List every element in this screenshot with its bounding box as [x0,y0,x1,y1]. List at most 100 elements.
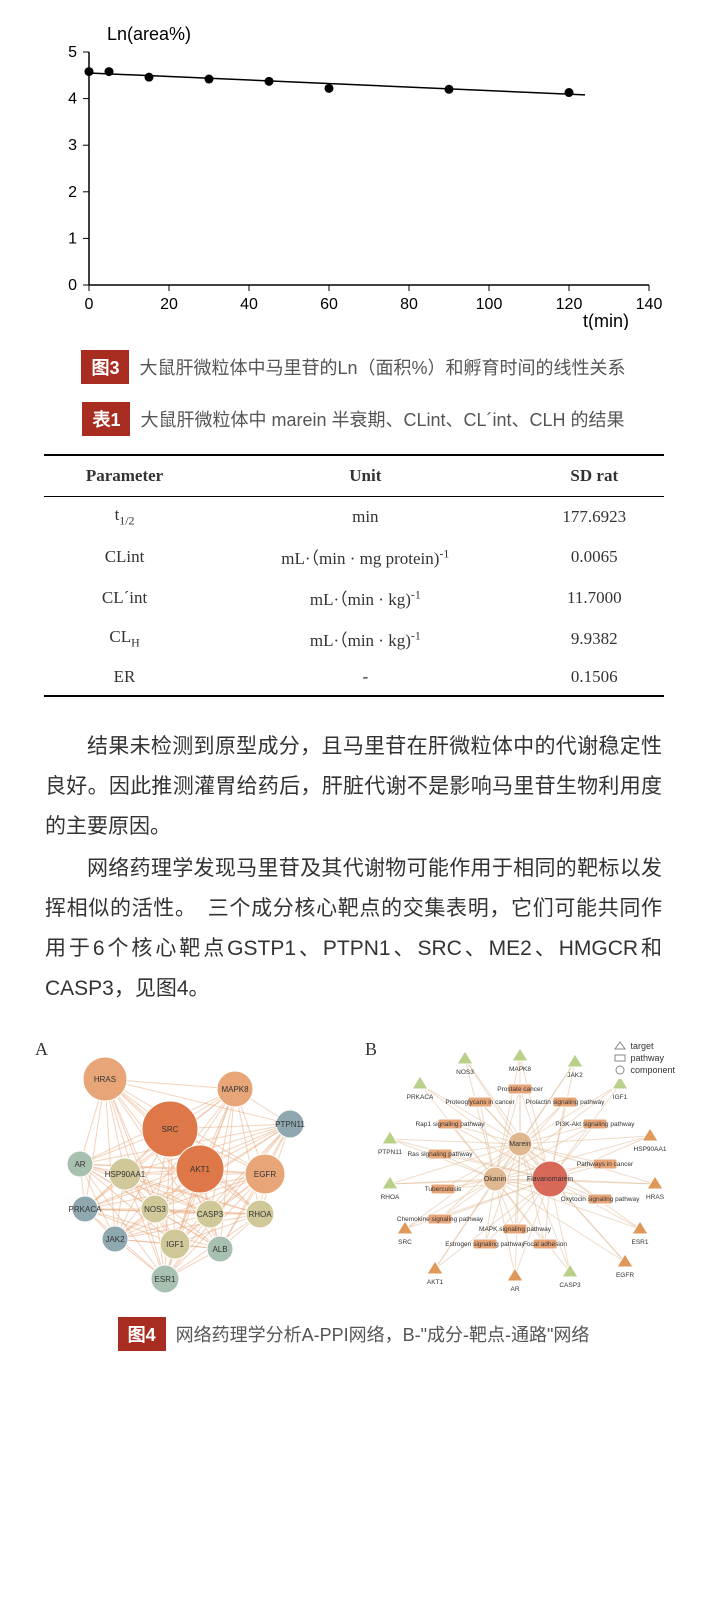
table-row: CLHmL·（min · kg)-19.9382 [44,618,664,659]
param-cell: t1/2 [44,497,206,537]
unit-cell: min [206,497,525,537]
table-row: ER-0.1506 [44,659,664,696]
svg-text:Okanin: Okanin [484,1176,506,1183]
svg-text:Prostate cancer: Prostate cancer [497,1086,543,1093]
value-cell: 9.9382 [525,618,663,659]
line-chart: 012345020406080100120140Ln(area%)t(min) [34,20,674,330]
svg-text:Proteoglycans in cancer: Proteoglycans in cancer [445,1099,515,1106]
table-header-row: ParameterUnitSD rat [44,455,664,497]
network-panel-b: B targetpathwaycomponent NOS3MAPK8JAK2PR… [360,1034,680,1299]
svg-text:1: 1 [68,230,77,247]
svg-text:140: 140 [635,296,662,313]
svg-text:Prolactin signaling pathway: Prolactin signaling pathway [526,1099,606,1106]
paragraph-1: 结果未检测到原型成分，且马里苷在肝微粒体中的代谢稳定性良好。因此推测灌胃给药后，… [45,727,662,847]
figure3-badge: 图3 [81,350,129,384]
network-panel-a: A HRASMAPK8SRCPTPN11ARHSP90AA1AKT1EGFRPR… [30,1034,350,1299]
svg-text:60: 60 [320,296,338,313]
param-cell: CL´int [44,577,206,618]
svg-text:AKT1: AKT1 [190,1165,211,1174]
unit-cell: - [206,659,525,696]
svg-text:ESR1: ESR1 [632,1239,649,1246]
param-cell: ER [44,659,206,696]
svg-text:HRAS: HRAS [646,1194,665,1201]
svg-text:HSP90AA1: HSP90AA1 [105,1170,146,1179]
svg-text:AKT1: AKT1 [427,1279,444,1286]
table-row: t1/2min177.6923 [44,497,664,537]
svg-text:EGFR: EGFR [616,1272,634,1279]
unit-cell: mL·（min · kg)-1 [206,618,525,659]
panel-b-label: B [365,1039,377,1060]
svg-text:CASP3: CASP3 [559,1282,581,1289]
table1-badge: 表1 [82,402,130,436]
svg-text:Focal adhesion: Focal adhesion [523,1241,567,1248]
svg-text:NOS3: NOS3 [144,1205,166,1214]
svg-text:JAK2: JAK2 [567,1072,583,1079]
unit-cell: mL·（min · kg)-1 [206,577,525,618]
svg-text:CASP3: CASP3 [197,1210,224,1219]
network-figures: A HRAS MAPK8 SRC PTPN11 AR HSP90AA1 AKT1 EGFR PR… [30,1034,680,1299]
svg-text:PRKACA: PRKACA [69,1205,103,1214]
svg-text:40: 40 [240,296,258,313]
figure4-text: 网络药理学分析A-PPI网络，B-"成分-靶点-通路"网络 [176,1321,590,1347]
svg-text:SRC: SRC [162,1125,179,1134]
svg-text:MAPK signaling pathway: MAPK signaling pathway [479,1226,552,1233]
table-header: Parameter [44,455,206,497]
svg-text:ESR1: ESR1 [155,1275,176,1284]
svg-text:MAPK8: MAPK8 [509,1066,531,1073]
svg-text:0: 0 [84,296,93,313]
svg-text:PI3K-Akt signaling pathway: PI3K-Akt signaling pathway [555,1121,635,1128]
svg-text:Chemokine signaling pathway: Chemokine signaling pathway [397,1216,484,1223]
svg-text:Ras signaling pathway: Ras signaling pathway [407,1151,473,1158]
svg-text:80: 80 [400,296,418,313]
svg-text:Tuberculosis: Tuberculosis [425,1186,462,1193]
figure4-badge: 图4 [118,1317,166,1351]
panel-a-label: A [35,1039,48,1060]
svg-text:t(min): t(min) [583,311,629,330]
svg-text:3: 3 [68,137,77,154]
table-row: CLintmL·（min · mg protein)-10.0065 [44,536,664,577]
svg-text:HRAS: HRAS [94,1075,116,1084]
table-body: t1/2min177.6923CLintmL·（min · mg protein… [44,497,664,697]
svg-text:20: 20 [160,296,178,313]
body-text: 结果未检测到原型成分，且马里苷在肝微粒体中的代谢稳定性良好。因此推测灌胃给药后，… [45,727,662,1008]
svg-text:Ln(area%): Ln(area%) [107,24,191,44]
svg-text:ALB: ALB [212,1245,227,1254]
svg-text:Oxytocin signaling pathway: Oxytocin signaling pathway [561,1196,641,1203]
network-a-svg: HRASMAPK8SRCPTPN11ARHSP90AA1AKT1EGFRPRKA… [30,1034,350,1294]
svg-text:AR: AR [510,1286,519,1293]
svg-text:0: 0 [68,277,77,294]
legend-row: target [614,1041,675,1051]
table1-text: 大鼠肝微粒体中 marein 半衰期、CLint、CL´int、CLH 的结果 [140,406,624,432]
svg-text:Pathways in cancer: Pathways in cancer [577,1161,634,1168]
table1-caption: 表1 大鼠肝微粒体中 marein 半衰期、CLint、CL´int、CLH 的… [30,402,677,436]
svg-text:5: 5 [68,44,77,61]
param-cell: CLint [44,536,206,577]
value-cell: 11.7000 [525,577,663,618]
value-cell: 0.0065 [525,536,663,577]
param-cell: CLH [44,618,206,659]
parameters-table: ParameterUnitSD rat t1/2min177.6923CLint… [44,454,664,697]
paragraph-2: 网络药理学发现马里苷及其代谢物可能作用于相同的靶标以发挥相似的活性。 三个成分核… [45,849,662,1009]
svg-text:IGF1: IGF1 [613,1094,628,1101]
figure3-caption: 图3 大鼠肝微粒体中马里苷的Ln（面积%）和孵育时间的线性关系 [30,350,677,384]
svg-text:SRC: SRC [398,1239,412,1246]
svg-text:RHOA: RHOA [381,1194,400,1201]
svg-text:PTPN11: PTPN11 [378,1149,402,1156]
svg-text:120: 120 [555,296,582,313]
figure3-text: 大鼠肝微粒体中马里苷的Ln（面积%）和孵育时间的线性关系 [139,354,625,380]
table-row: CL´intmL·（min · kg)-111.7000 [44,577,664,618]
legend-row: pathway [614,1053,675,1063]
figure4-caption: 图4 网络药理学分析A-PPI网络，B-"成分-靶点-通路"网络 [30,1317,677,1351]
chart-svg: 012345020406080100120140Ln(area%)t(min) [34,20,674,330]
table-header: Unit [206,455,525,497]
svg-text:JAK2: JAK2 [105,1235,125,1244]
svg-text:AR: AR [74,1160,85,1169]
svg-text:MAPK8: MAPK8 [221,1085,249,1094]
svg-text:HSP90AA1: HSP90AA1 [634,1146,667,1153]
svg-text:PRKACA: PRKACA [407,1094,434,1101]
network-b-legend: targetpathwaycomponent [612,1037,677,1079]
table-header: SD rat [525,455,663,497]
value-cell: 177.6923 [525,497,663,537]
svg-text:IGF1: IGF1 [166,1240,184,1249]
svg-text:NOS3: NOS3 [456,1069,474,1076]
